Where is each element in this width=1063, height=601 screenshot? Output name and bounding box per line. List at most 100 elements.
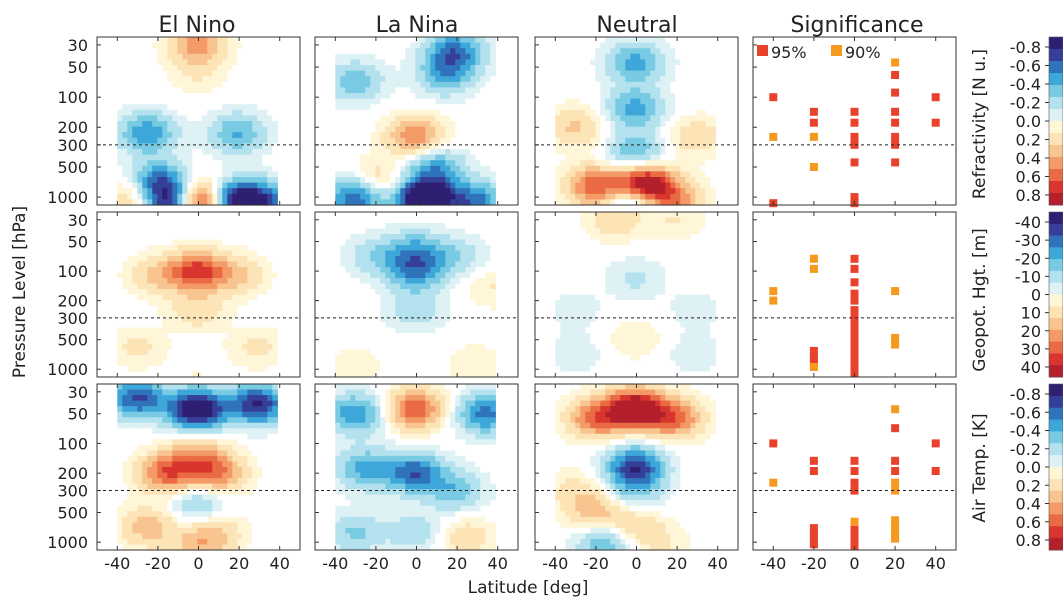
heatmap-cell (415, 355, 421, 362)
heatmap-cell (630, 37, 636, 44)
heatmap-cell (350, 165, 356, 172)
heatmap-cell (242, 327, 248, 334)
heatmap-cell (370, 217, 376, 224)
heatmap-cell (167, 104, 173, 111)
heatmap-cell (390, 261, 396, 268)
heatmap-cell (425, 311, 431, 318)
heatmap-cell (435, 154, 441, 161)
heatmap-cell (685, 65, 691, 72)
heatmap-cell (710, 154, 716, 161)
heatmap-cell (242, 272, 248, 279)
heatmap-cell (400, 188, 406, 195)
heatmap-cell (197, 261, 203, 268)
heatmap-cell (380, 65, 386, 72)
significance-marker (809, 132, 818, 141)
heatmap-cell (192, 193, 198, 200)
heatmap-cell (350, 349, 356, 356)
heatmap-cell (475, 239, 481, 246)
heatmap-cell (615, 171, 621, 178)
heatmap-cell (425, 333, 431, 340)
heatmap-cell (227, 53, 233, 60)
heatmap-cell (222, 245, 228, 252)
heatmap-cell (440, 177, 446, 184)
heatmap-cell (192, 76, 198, 83)
heatmap-cell (222, 115, 228, 122)
heatmap-cell (590, 137, 596, 144)
heatmap-cell (242, 355, 248, 362)
heatmap-cell (340, 250, 346, 257)
heatmap-cell (147, 121, 153, 128)
heatmap-cell (152, 37, 158, 44)
heatmap-cell (272, 338, 278, 345)
heatmap-cell (355, 294, 361, 301)
heatmap-cell (202, 267, 208, 274)
heatmap-cell (262, 76, 268, 83)
heatmap-cell (440, 59, 446, 66)
heatmap-cell (475, 65, 481, 72)
heatmap-cell (247, 188, 253, 195)
heatmap-cell (390, 311, 396, 318)
heatmap-cell (222, 182, 228, 189)
heatmap-cell (405, 366, 411, 373)
heatmap-cell (490, 93, 496, 100)
heatmap-cell (237, 121, 243, 128)
heatmap-cell (152, 212, 158, 219)
heatmap-cell (262, 267, 268, 274)
heatmap-cell (272, 70, 278, 77)
heatmap-cell (435, 65, 441, 72)
heatmap-cell (202, 344, 208, 351)
heatmap-cell (385, 48, 391, 55)
heatmap-cell (227, 48, 233, 55)
heatmap-cell (710, 188, 716, 195)
heatmap-cell (177, 137, 183, 144)
heatmap-cell (440, 239, 446, 246)
heatmap-cell (460, 360, 466, 367)
heatmap-cell (247, 143, 253, 150)
heatmap-cell (137, 109, 143, 116)
heatmap-cell (425, 250, 431, 257)
heatmap-cell (360, 149, 366, 156)
heatmap-cell (560, 93, 566, 100)
heatmap-cell (380, 212, 386, 219)
heatmap-cell (615, 81, 621, 88)
heatmap-cell (197, 121, 203, 128)
heatmap-cell (650, 53, 656, 60)
heatmap-cell (395, 366, 401, 373)
heatmap-cell (405, 305, 411, 312)
heatmap-cell (340, 182, 346, 189)
heatmap-cell (380, 272, 386, 279)
heatmap-cell (430, 93, 436, 100)
heatmap-cell (475, 177, 481, 184)
heatmap-cell (440, 109, 446, 116)
heatmap-cell (242, 322, 248, 329)
heatmap-cell (127, 149, 133, 156)
heatmap-cell (445, 53, 451, 60)
heatmap-cell (172, 37, 178, 44)
heatmap-cell (162, 234, 168, 241)
heatmap-cell (257, 188, 263, 195)
heatmap-cell (242, 267, 248, 274)
heatmap-cell (435, 234, 441, 241)
heatmap-cell (710, 199, 716, 206)
heatmap-cell (695, 70, 701, 77)
heatmap-cell (470, 149, 476, 156)
heatmap-cell (395, 104, 401, 111)
heatmap-cell (355, 327, 361, 334)
heatmap-cell (132, 305, 138, 312)
heatmap-cell (247, 217, 253, 224)
heatmap-cell (450, 223, 456, 230)
heatmap-cell (425, 160, 431, 167)
heatmap-cell (390, 188, 396, 195)
heatmap-cell (605, 37, 611, 44)
heatmap-cell (460, 256, 466, 263)
heatmap-cell (172, 188, 178, 195)
heatmap-cell (257, 171, 263, 178)
heatmap-cell (645, 48, 651, 55)
heatmap-cell (605, 160, 611, 167)
heatmap-cell (400, 333, 406, 340)
heatmap-cell (132, 48, 138, 55)
heatmap-cell (465, 371, 471, 378)
heatmap-cell (237, 311, 243, 318)
heatmap-cell (385, 322, 391, 329)
heatmap-cell (197, 355, 203, 362)
